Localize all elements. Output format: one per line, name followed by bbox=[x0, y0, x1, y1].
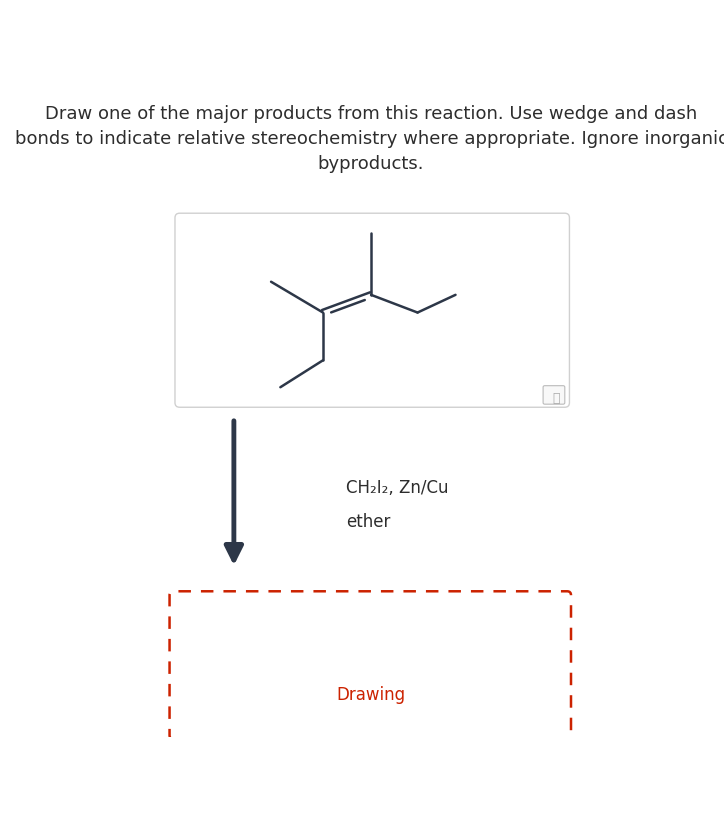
FancyBboxPatch shape bbox=[175, 214, 570, 407]
Text: ether: ether bbox=[346, 513, 391, 531]
Text: Draw one of the major products from this reaction. Use wedge and dash
bonds to i: Draw one of the major products from this… bbox=[14, 105, 724, 173]
Text: CH₂I₂, Zn/Cu: CH₂I₂, Zn/Cu bbox=[346, 478, 449, 496]
Text: Drawing: Drawing bbox=[337, 686, 405, 704]
Text: ⌕: ⌕ bbox=[552, 392, 560, 404]
FancyBboxPatch shape bbox=[543, 386, 565, 405]
FancyBboxPatch shape bbox=[169, 591, 571, 739]
